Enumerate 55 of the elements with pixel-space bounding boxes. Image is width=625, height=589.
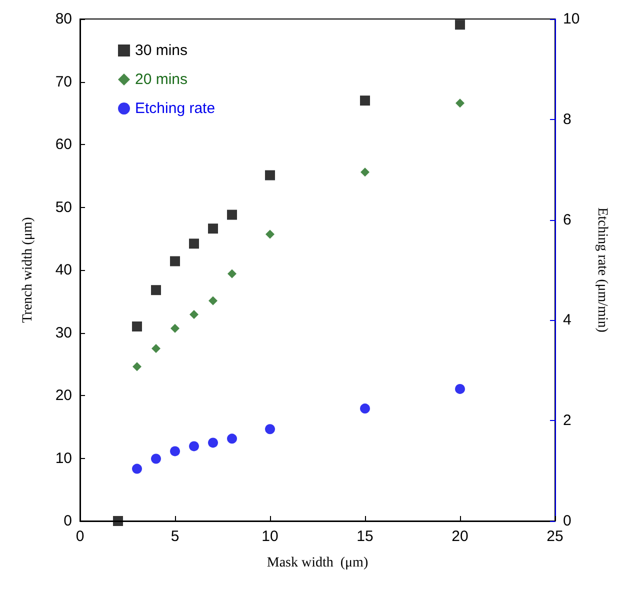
point [265, 424, 275, 434]
point [455, 384, 465, 394]
point [170, 256, 180, 266]
y2-tick-label: 6 [563, 211, 572, 228]
x-axis-title: Mask width (μm) [266, 556, 368, 570]
point [152, 344, 160, 353]
y-tick-label: 70 [55, 73, 72, 90]
point [360, 168, 370, 177]
x-tick-label: 20 [452, 528, 468, 545]
y-axis-title: Trench width (μm) [20, 216, 36, 323]
legend-label: 30 mins [135, 42, 188, 59]
x-tick-label: 0 [76, 528, 84, 545]
point [265, 170, 275, 180]
y-tick-label: 20 [55, 387, 72, 404]
point [170, 324, 180, 333]
y-tick-label: 0 [64, 512, 72, 530]
y2-tick-label: 0 [563, 512, 572, 530]
y-tick-label: 30 [55, 324, 72, 342]
point [132, 464, 142, 474]
y2-tick-label: 4 [563, 312, 572, 329]
point [208, 438, 218, 448]
y-tick-label: 50 [55, 198, 72, 216]
point [360, 96, 370, 106]
point [228, 269, 236, 278]
point [132, 321, 142, 332]
y-tick-label: 10 [55, 450, 72, 467]
y2-tick-label: 2 [563, 412, 572, 430]
legend-label: Etching rate [135, 100, 216, 117]
y2-tick-label: 8 [563, 110, 572, 128]
point [227, 210, 237, 220]
y-tick-label: 40 [55, 262, 72, 278]
point [266, 230, 274, 239]
x-tick-label: 15 [356, 528, 374, 545]
point [189, 238, 199, 249]
point [151, 285, 161, 296]
point [455, 20, 465, 30]
point [170, 446, 180, 456]
x-tick-label: 25 [546, 528, 564, 545]
point [208, 224, 218, 234]
point [113, 516, 123, 526]
point [132, 362, 142, 372]
legend-label: 20 mins [135, 71, 188, 88]
point [190, 310, 198, 320]
x-tick-label: 5 [170, 528, 180, 545]
y2-axis-title: Etching rate (μm/min) [594, 208, 610, 333]
point [360, 404, 370, 414]
y-tick-label: 60 [55, 136, 72, 153]
point [227, 434, 237, 444]
x-tick-label: 10 [262, 528, 278, 545]
point [189, 441, 199, 452]
y-tick-label: 80 [55, 10, 72, 28]
point [208, 296, 218, 306]
y2-tick-label: 10 [563, 10, 580, 28]
point [151, 454, 161, 464]
point [456, 98, 464, 108]
